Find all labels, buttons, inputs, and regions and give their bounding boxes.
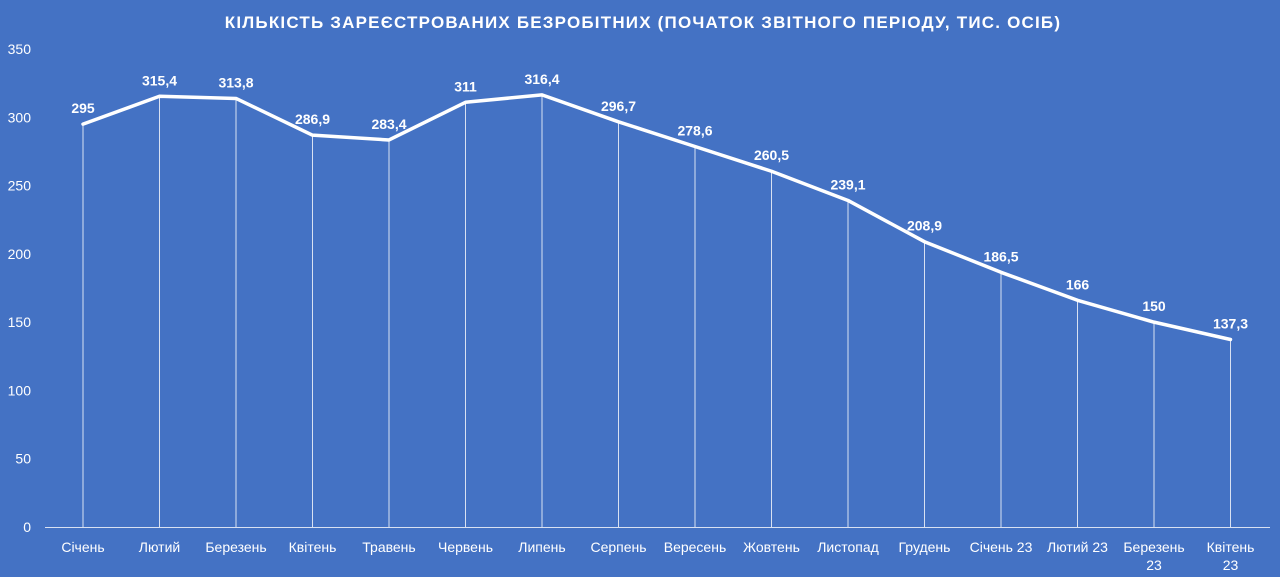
data-label: 315,4 bbox=[142, 72, 177, 88]
data-label: 260,5 bbox=[754, 147, 789, 163]
data-label: 150 bbox=[1142, 298, 1166, 314]
x-tick-label: Липень bbox=[518, 539, 565, 555]
series-line bbox=[81, 93, 1233, 342]
data-label: 208,9 bbox=[907, 218, 942, 234]
x-tick-label: Березень bbox=[205, 539, 266, 555]
data-label: 186,5 bbox=[983, 248, 1018, 264]
data-label: 296,7 bbox=[601, 98, 636, 114]
y-tick-label: 200 bbox=[8, 246, 32, 262]
x-tick-label: Лютий bbox=[139, 539, 180, 555]
x-tick-label: Вересень bbox=[664, 539, 727, 555]
y-tick-label: 50 bbox=[15, 451, 31, 467]
series bbox=[81, 93, 1233, 342]
x-tick-label: Лютий 23 bbox=[1047, 539, 1108, 555]
data-label: 295 bbox=[71, 100, 95, 116]
data-label: 278,6 bbox=[677, 123, 712, 139]
x-tick-label: Жовтень bbox=[743, 539, 800, 555]
y-tick-label: 250 bbox=[8, 178, 32, 194]
x-axis: Січень Лютий Березень Квітень Травень Червень… bbox=[61, 539, 1254, 573]
y-axis: 0 50 100 150 200 250 300 350 bbox=[8, 41, 32, 535]
x-tick-label: Березень 23 bbox=[1123, 539, 1184, 573]
y-tick-label: 100 bbox=[8, 382, 32, 398]
drop-lines bbox=[82, 94, 1231, 527]
data-labels: 295 315,4 313,8 286,9 283,4 311 316,4 296,7 278,… bbox=[71, 71, 1248, 332]
data-label: 239,1 bbox=[830, 176, 865, 192]
x-tick-label: Травень bbox=[362, 539, 415, 555]
y-tick-label: 0 bbox=[23, 519, 31, 535]
chart-title: КІЛЬКІСТЬ ЗАРЕЄСТРОВАНИХ БЕЗРОБІТНИХ (ПО… bbox=[225, 13, 1061, 32]
y-tick-label: 300 bbox=[8, 109, 32, 125]
y-tick-label: 150 bbox=[8, 314, 32, 330]
data-label: 286,9 bbox=[295, 111, 330, 127]
x-tick-label: Січень bbox=[61, 539, 104, 555]
x-tick-label: Серпень bbox=[590, 539, 646, 555]
data-label: 316,4 bbox=[524, 71, 559, 87]
data-label: 311 bbox=[454, 78, 477, 94]
x-tick-label: Червень bbox=[438, 539, 493, 555]
x-tick-label: Січень 23 bbox=[970, 539, 1033, 555]
data-label: 166 bbox=[1066, 276, 1090, 292]
data-label: 313,8 bbox=[218, 74, 253, 90]
y-tick-label: 350 bbox=[8, 41, 32, 57]
data-label: 137,3 bbox=[1213, 315, 1248, 331]
data-label: 283,4 bbox=[371, 116, 406, 132]
x-tick-label: Грудень bbox=[899, 539, 951, 555]
x-tick-label: Квітень bbox=[289, 539, 337, 555]
x-tick-label: Квітень 23 bbox=[1207, 539, 1255, 573]
x-tick-label: Листопад bbox=[817, 539, 879, 555]
